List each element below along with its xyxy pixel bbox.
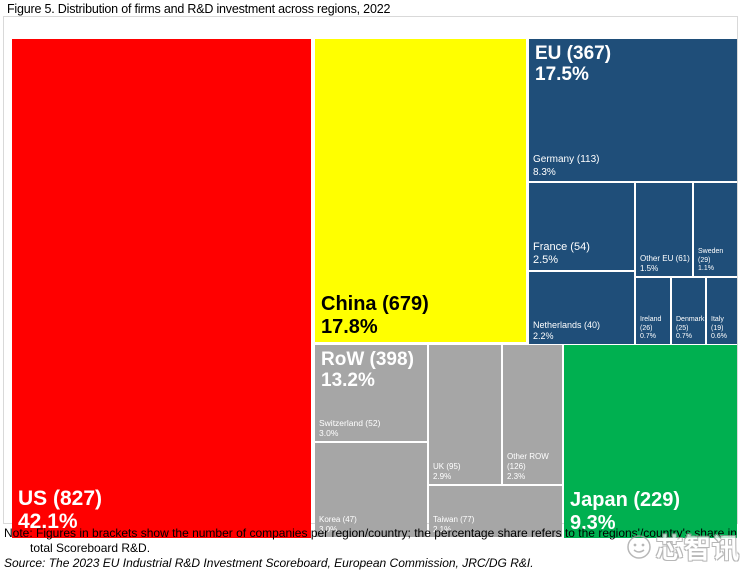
ireland-label: Ireland (26) 0.7%	[640, 315, 662, 341]
japan-label-pct: 9.3%	[570, 511, 616, 534]
us-label-name: US (827)	[18, 486, 103, 510]
italy-label: Italy (19) 0.6%	[711, 315, 727, 341]
eu-label-name: EU (367)	[535, 43, 612, 64]
france-label: France (54) 2.5%	[533, 240, 590, 267]
treemap-cell-ireland: Ireland (26) 0.7%	[636, 278, 670, 344]
china-label-name: China (679)	[321, 293, 429, 316]
china-label-pct: 17.8%	[321, 315, 378, 338]
treemap-cell-japan: Japan (229) 9.3%	[564, 345, 737, 538]
treemap-cell-switzerland: Switzerland (52) 3.0%	[315, 345, 427, 441]
treemap-cell-italy: Italy (19) 0.6%	[707, 278, 737, 344]
treemap-cell-us: US (827) 42.1%	[12, 39, 311, 538]
row-label-name: RoW (398)	[321, 349, 414, 370]
taiwan-label: Taiwan (77) 2.1%	[433, 515, 475, 534]
sweden-label: Sweden (29) 1.1%	[698, 247, 724, 273]
eu-label: EU (367) 17.5%	[535, 43, 611, 86]
treemap-cell-netherlands: Netherlands (40) 2.2%	[529, 272, 634, 344]
us-label: US (827) 42.1%	[18, 487, 102, 534]
row-label: RoW (398) 13.2%	[321, 349, 414, 392]
switzerland-label: Switzerland (52) 3.0%	[319, 417, 381, 439]
korea-label: Korea (47) 3.0%	[319, 515, 357, 534]
treemap-cell-other-eu: Other EU (61) 1.5%	[636, 183, 692, 276]
treemap-region-row: Switzerland (52) 3.0% Korea (47) 3.0% UK…	[315, 345, 562, 537]
treemap-cell-other-row: Other ROW (126) 2.3%	[503, 345, 562, 484]
other-eu-label: Other EU (61) 1.5%	[640, 254, 690, 273]
japan-label-name: Japan (229)	[570, 489, 681, 512]
figure-title: Figure 5. Distribution of firms and R&D …	[7, 2, 391, 16]
treemap-cell-france: France (54) 2.5%	[529, 183, 634, 270]
note-text-line2: total Scoreboard R&D.	[30, 541, 151, 555]
us-label-pct: 42.1%	[18, 510, 78, 534]
other-row-label: Other ROW (126) 2.3%	[507, 452, 549, 481]
row-label-pct: 13.2%	[321, 370, 375, 392]
treemap-cell-uk: UK (95) 2.9%	[429, 345, 501, 484]
treemap-region-eu: Germany (113) 8.3% France (54) 2.5% Neth…	[529, 39, 737, 344]
netherlands-label: Netherlands (40) 2.2%	[533, 319, 601, 341]
treemap-cell-germany: Germany (113) 8.3%	[529, 39, 737, 181]
treemap-cell-china: China (679) 17.8%	[315, 39, 526, 342]
treemap-cell-denmark: Denmark (25) 0.7%	[672, 278, 705, 344]
treemap-chart-area: US (827) 42.1% China (679) 17.8% Germany…	[3, 16, 738, 538]
note-text-line1: Note: Figures in brackets show the numbe…	[4, 526, 737, 540]
china-label: China (679) 17.8%	[321, 293, 429, 338]
japan-label: Japan (229) 9.3%	[570, 489, 680, 534]
germany-label: Germany (113) 8.3%	[533, 154, 600, 178]
source-text: Source: The 2023 EU Industrial R&D Inves…	[4, 556, 534, 570]
treemap-cell-korea: Korea (47) 3.0%	[315, 443, 427, 537]
treemap-cell-sweden: Sweden (29) 1.1%	[694, 183, 737, 276]
treemap-cell-taiwan: Taiwan (77) 2.1%	[429, 486, 562, 537]
uk-label: UK (95) 2.9%	[433, 462, 461, 481]
eu-label-pct: 17.5%	[535, 64, 589, 86]
denmark-label: Denmark (25) 0.7%	[676, 315, 705, 341]
